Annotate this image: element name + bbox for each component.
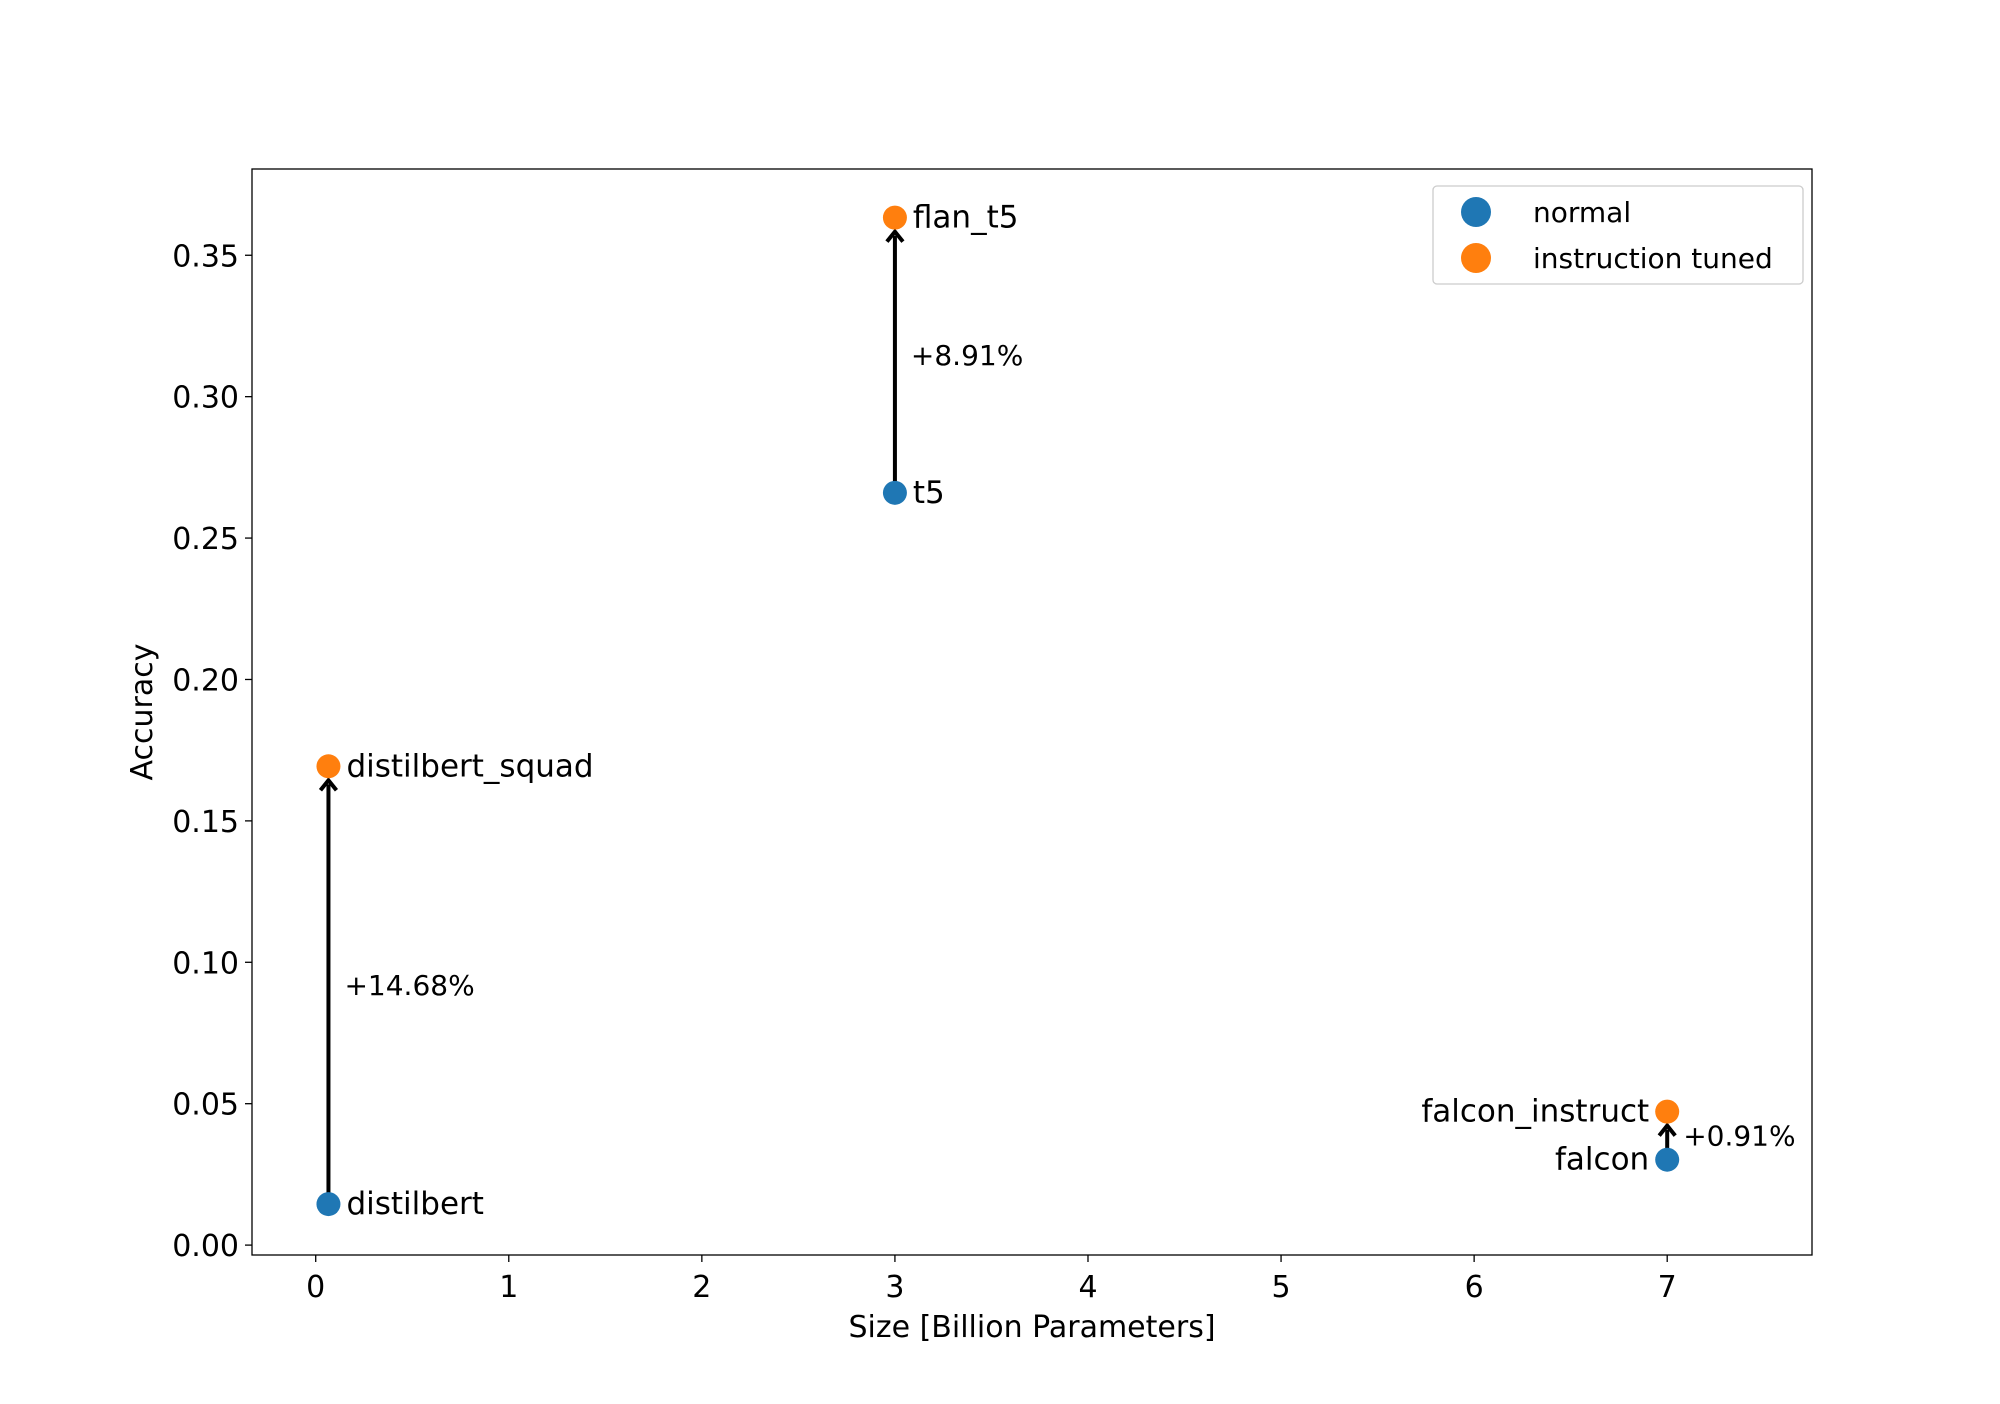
point-label: falcon_instruct bbox=[1421, 1094, 1649, 1130]
arrow-head bbox=[1657, 1122, 1677, 1137]
legend-marker bbox=[1461, 243, 1491, 273]
x-tick-label: 4 bbox=[1078, 1270, 1097, 1305]
delta-label: +8.91% bbox=[911, 339, 1023, 372]
x-tick-label: 3 bbox=[885, 1270, 904, 1305]
scatter-point-falcon bbox=[1655, 1147, 1680, 1172]
x-tick-label: 1 bbox=[499, 1270, 518, 1305]
scatter-point-falcon-instruct bbox=[1655, 1099, 1680, 1124]
y-tick-label: 0.20 bbox=[172, 663, 239, 698]
scatter-point-flan-t5 bbox=[882, 205, 907, 230]
x-tick-label: 6 bbox=[1465, 1270, 1484, 1305]
y-tick-label: 0.10 bbox=[172, 946, 239, 981]
y-tick-label: 0.25 bbox=[172, 522, 239, 557]
plot-frame bbox=[251, 168, 1813, 1256]
labels-layer: +14.68% +8.91% +0.91% distilbert t5 falcon dis… bbox=[344, 200, 1795, 1222]
x-tick-label: 0 bbox=[306, 1270, 325, 1305]
axes-layer: 0 1 2 3 4 5 6 7 0.00 0.05 0.10 0.15 0.20 0.25 0.30 0.35… bbox=[125, 168, 1813, 1345]
point-label: flan_t5 bbox=[913, 200, 1019, 236]
point-label: distilbert bbox=[346, 1186, 483, 1222]
arrows-layer bbox=[318, 228, 1677, 1195]
scatter-point-distilbert bbox=[316, 1192, 341, 1217]
point-label: t5 bbox=[913, 475, 945, 511]
y-tick-label: 0.15 bbox=[172, 805, 239, 840]
legend-box bbox=[1432, 185, 1804, 285]
legend: normal instruction tuned bbox=[1432, 185, 1804, 285]
delta-label: +0.91% bbox=[1683, 1120, 1795, 1153]
legend-label: normal bbox=[1533, 196, 1631, 229]
legend-label: instruction tuned bbox=[1533, 242, 1773, 275]
point-label: distilbert_squad bbox=[346, 748, 593, 784]
y-tick-label: 0.05 bbox=[172, 1088, 239, 1123]
x-tick-label: 2 bbox=[692, 1270, 711, 1305]
scatter-point-distilbert-squad bbox=[316, 754, 341, 779]
x-tick-label: 7 bbox=[1658, 1270, 1677, 1305]
scatter-point-t5 bbox=[882, 480, 907, 505]
y-tick-label: 0.35 bbox=[172, 239, 239, 274]
point-label: falcon bbox=[1555, 1142, 1649, 1178]
legend-marker bbox=[1461, 197, 1491, 227]
delta-label: +14.68% bbox=[344, 969, 474, 1002]
x-axis-title: Size [Billion Parameters] bbox=[848, 1310, 1215, 1345]
x-tick-label: 5 bbox=[1272, 1270, 1291, 1305]
y-tick-label: 0.00 bbox=[172, 1229, 239, 1264]
y-tick-label: 0.30 bbox=[172, 381, 239, 416]
arrow-head bbox=[318, 777, 339, 792]
y-axis-title: Accuracy bbox=[125, 644, 160, 781]
arrow-head bbox=[885, 228, 905, 243]
points-layer bbox=[316, 205, 1680, 1217]
